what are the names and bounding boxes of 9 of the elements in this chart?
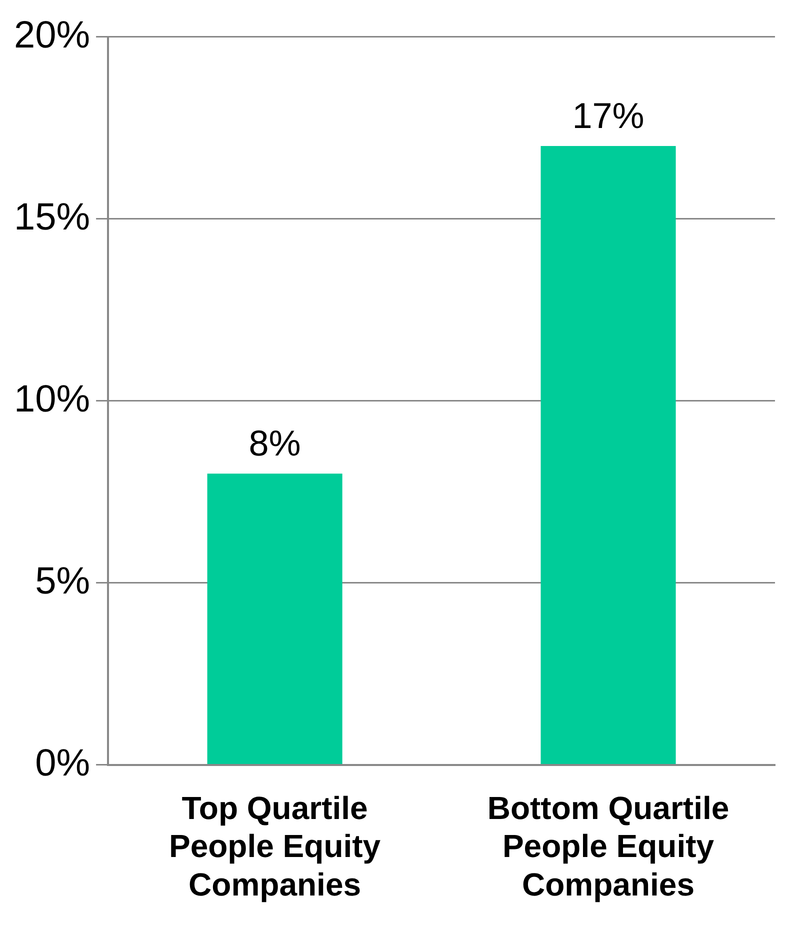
y-tick-label: 5% [35,560,90,602]
y-tick-label: 0% [35,742,90,784]
y-tick-label: 15% [14,196,90,238]
data-label: 17% [572,94,644,136]
x-tick-label: Bottom Quartile People Equity Companies [487,790,730,903]
data-label: 8% [248,422,301,464]
y-tick-label: 20% [14,14,90,56]
x-tick-label: Top Quartile People Equity Companies [168,790,381,903]
y-tick-label: 10% [14,378,90,420]
